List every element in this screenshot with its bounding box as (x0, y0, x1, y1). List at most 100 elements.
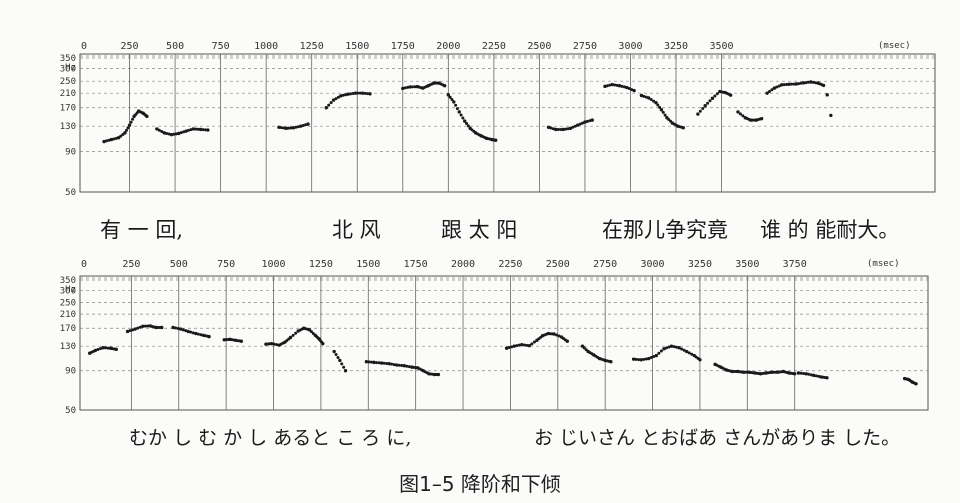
lyric-phrase: 北 风 (332, 218, 381, 242)
pitch-point (654, 100, 658, 105)
pitch-point (450, 98, 454, 102)
pitch-point (615, 83, 619, 87)
pitch-point (186, 329, 190, 334)
pitch-point (346, 92, 350, 96)
pitch-point (331, 98, 336, 102)
pitch-point (146, 324, 150, 328)
pitch-point (361, 91, 365, 95)
chart-panel-2: 0 250 500 750 1000 1250 1500 1750 2000 2250 2500 27… (60, 259, 929, 416)
pitch-point (294, 125, 298, 129)
pitch-point (342, 365, 346, 369)
pitch-point (385, 361, 389, 365)
pitch-point (176, 327, 180, 331)
pitch-point (401, 86, 405, 91)
pitch-point (493, 138, 498, 142)
pitch-point (336, 95, 340, 99)
pitch-point (639, 358, 643, 362)
pitch-point (552, 332, 556, 336)
pitch-point (301, 124, 305, 128)
lyric-phrase: 在那儿争究竟 (602, 218, 728, 242)
pitch-point (565, 339, 569, 343)
pitch-point (637, 358, 641, 362)
pitch-point (199, 333, 203, 337)
pitch-point (698, 109, 702, 113)
x-tick-label: 1750 (404, 259, 428, 270)
x-tick-label: 1250 (309, 259, 333, 270)
figure-caption: 图1–5 降阶和下倾 (399, 472, 561, 496)
plot-frame (79, 53, 936, 193)
x-tick-label: 1500 (356, 259, 380, 270)
pitch-point (613, 83, 617, 87)
pitch-point (184, 329, 188, 333)
pitch-point (573, 124, 577, 128)
pitch-point (625, 85, 629, 90)
pitch-point (522, 343, 526, 347)
x-tick-label: 1250 (300, 41, 324, 52)
pitch-point (564, 127, 568, 131)
x-tick-label: 3000 (641, 259, 665, 270)
y-tick-label: 210 (60, 310, 76, 320)
pitch-point (191, 127, 195, 131)
pitch-point (696, 112, 700, 116)
pitch-point (106, 346, 110, 350)
pitch-point (782, 83, 786, 87)
pitch-point (806, 80, 810, 84)
pitch-point (408, 85, 412, 89)
y-unit-label: Hz (65, 285, 76, 295)
pitch-point (667, 345, 671, 349)
pitch-point (194, 127, 198, 131)
pitch-point (367, 360, 371, 364)
x-tick-label: 3500 (735, 259, 759, 270)
pitch-point (327, 103, 331, 107)
pitch-point (387, 361, 391, 366)
x-tick-label: 3250 (688, 259, 712, 270)
pitch-point (728, 93, 733, 97)
x-tick-label: 1000 (261, 259, 285, 270)
chart-panel-1: 0 250 500 750 1000 1250 1500 1750 2000 2250 2500 27… (60, 41, 936, 198)
pitch-point (338, 358, 342, 363)
pitch-point (455, 107, 459, 111)
pitch-point (465, 122, 469, 126)
pitch-point (708, 99, 712, 103)
pitch-point (123, 131, 127, 135)
pitch-point (581, 121, 585, 125)
pitch-point (814, 81, 818, 85)
pitch-point (356, 91, 360, 95)
pitch-point (282, 126, 286, 130)
pitch-point (578, 122, 582, 126)
pitch-point (799, 81, 803, 85)
pitch-point (525, 343, 529, 347)
pitch-point (768, 89, 772, 93)
y-tick-label: 350 (60, 54, 76, 64)
pitch-point (372, 360, 376, 365)
pitch-point (609, 360, 613, 364)
pitch-point (664, 346, 668, 350)
pitch-point (652, 99, 656, 103)
pitch-point (656, 103, 660, 107)
x-tick-label: 3750 (783, 259, 807, 270)
pitch-point (617, 84, 622, 88)
pitch-point (131, 117, 135, 121)
pitch-point (126, 126, 130, 130)
lyric-phrase: お じいさん とおばあ さんがありま した。 (534, 427, 901, 449)
pitch-point (659, 108, 664, 112)
pitch-point (96, 348, 100, 352)
pitch-point (583, 120, 587, 124)
pitch-point (136, 326, 140, 330)
pitch-point (171, 325, 175, 330)
x-tick-label: 2000 (436, 41, 460, 52)
pitch-point (395, 363, 399, 367)
pitch-point (914, 382, 918, 386)
pitch-point (804, 372, 808, 376)
pitch-point (463, 119, 467, 123)
x-unit-label: (msec) (878, 41, 911, 51)
pitch-point (101, 346, 105, 350)
pitch-point (114, 347, 118, 352)
pitch-point (448, 95, 452, 99)
pitch-point (454, 103, 458, 107)
y-tick-label: 210 (60, 89, 76, 99)
pitch-point (353, 91, 358, 95)
pitch-point (568, 126, 573, 131)
pitch-point (779, 83, 784, 87)
pitch-point (687, 351, 691, 355)
